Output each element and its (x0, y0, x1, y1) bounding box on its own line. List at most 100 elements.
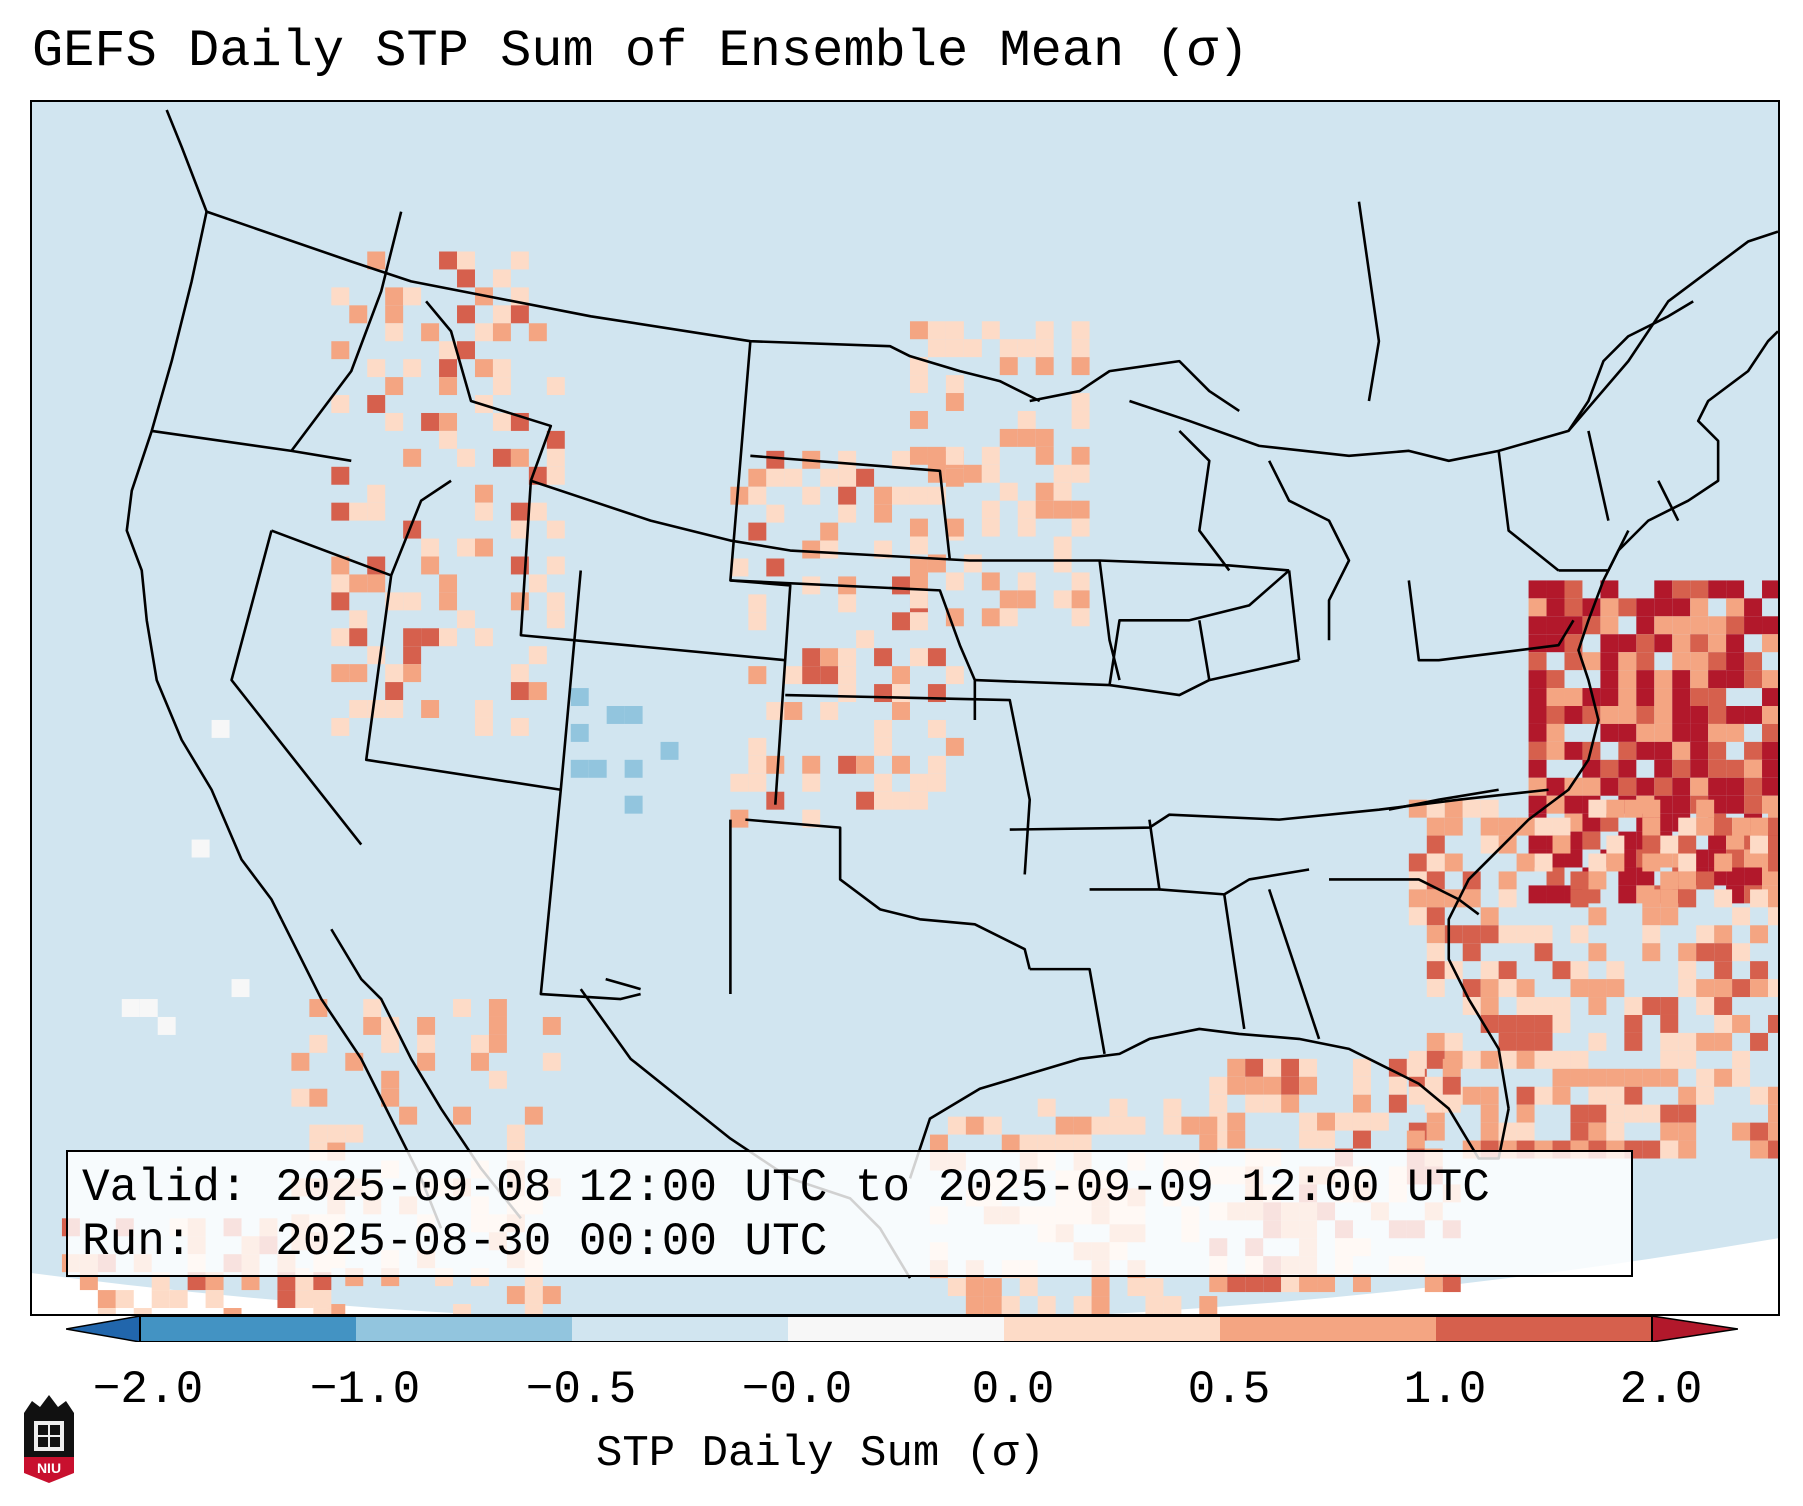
niu-logo (24, 1395, 74, 1483)
anomaly-cell (1528, 759, 1547, 778)
anomaly-cell (1570, 1068, 1589, 1087)
anomaly-cell (963, 339, 982, 358)
anomaly-cell (1071, 572, 1090, 591)
anomaly-cell (474, 700, 493, 718)
anomaly-cell (1708, 652, 1727, 671)
anomaly-cell (624, 759, 643, 778)
anomaly-cell (1690, 723, 1709, 742)
anomaly-cell (838, 666, 857, 685)
valid-time-range: 2025-09-08 12:00 UTC to 2025-09-09 12:00… (275, 1162, 1490, 1214)
anomaly-cell (660, 741, 679, 760)
anomaly-cell (1516, 997, 1535, 1015)
anomaly-cell (1528, 885, 1547, 904)
anomaly-cell (766, 450, 785, 469)
anomaly-cell (1624, 1086, 1643, 1105)
anomaly-cell (1678, 1050, 1697, 1069)
anomaly-cell (381, 1088, 400, 1107)
anomaly-cell (331, 717, 350, 736)
anomaly-cell (981, 464, 1000, 483)
colorbar-bin (1220, 1316, 1436, 1342)
anomaly-cell (909, 791, 928, 810)
anomaly-cell (363, 1016, 382, 1035)
anomaly-cell (1696, 1032, 1715, 1051)
anomaly-cell (1570, 1050, 1589, 1069)
anomaly-cell (1299, 1112, 1318, 1131)
anomaly-cell (1768, 1140, 1778, 1159)
anomaly-cell (820, 702, 839, 720)
anomaly-cell (838, 450, 857, 469)
anomaly-cell (1636, 688, 1655, 707)
anomaly-cell (1071, 321, 1090, 340)
anomaly-cell (856, 755, 875, 774)
anomaly-cell (1552, 961, 1571, 980)
anomaly-cell (1209, 1274, 1228, 1293)
anomaly-cell (367, 359, 386, 378)
anomaly-cell (945, 666, 964, 685)
anomaly-cell (1073, 1116, 1092, 1135)
anomaly-cell (1708, 688, 1727, 707)
anomaly-cell (492, 377, 511, 396)
anomaly-cell (381, 1034, 400, 1053)
anomaly-cell (1690, 688, 1709, 707)
anomaly-cell (97, 1308, 116, 1314)
anomaly-cell (1498, 1014, 1517, 1033)
anomaly-cell (1199, 1134, 1218, 1153)
anomaly-cell (892, 666, 910, 685)
anomaly-cell (965, 1296, 984, 1314)
anomaly-cell (506, 1124, 525, 1143)
anomaly-cell (1678, 835, 1697, 854)
anomaly-cell (1672, 598, 1691, 617)
anomaly-cell (367, 502, 386, 521)
anomaly-cell (1642, 817, 1661, 836)
anomaly-cell (421, 412, 440, 431)
anomaly-cell (439, 574, 458, 593)
anomaly-cell (474, 359, 493, 378)
anomaly-cell (1001, 1134, 1020, 1153)
anomaly-cell (1642, 835, 1661, 854)
anomaly-cell (927, 321, 946, 340)
anomaly-cell (510, 305, 529, 324)
anomaly-cell (1546, 741, 1565, 760)
anomaly-cell (1001, 1296, 1020, 1314)
anomaly-cell (1442, 1094, 1461, 1113)
anomaly-cell (1660, 835, 1679, 854)
anomaly-cell (1654, 706, 1673, 724)
anomaly-cell (1708, 741, 1727, 760)
anomaly-cell (1762, 741, 1778, 760)
anomaly-cell (291, 1052, 310, 1071)
anomaly-cell (909, 375, 928, 394)
anomaly-cell (1534, 817, 1553, 836)
anomaly-cell (1714, 961, 1733, 980)
anomaly-cell (1528, 652, 1547, 671)
anomaly-cell (981, 500, 1000, 519)
anomaly-cell (1696, 1068, 1715, 1087)
anomaly-cell (1053, 554, 1072, 573)
anomaly-cell (470, 1052, 489, 1071)
anomaly-cell (1127, 1116, 1146, 1135)
anomaly-cell (981, 321, 1000, 340)
anomaly-cell (1564, 598, 1583, 617)
anomaly-cell (909, 572, 928, 591)
anomaly-cell (1750, 1032, 1769, 1051)
anomaly-cell (909, 357, 928, 376)
colorbar-outline (139, 1316, 1653, 1342)
anomaly-cell (1714, 1068, 1733, 1087)
anomaly-cell (624, 706, 643, 724)
anomaly-cell (331, 395, 350, 413)
anomaly-cell (1714, 997, 1733, 1015)
anomaly-cell (1618, 634, 1637, 653)
anomaly-cell (802, 809, 821, 828)
anomaly-cell (1163, 1116, 1182, 1135)
anomaly-cell (1696, 997, 1715, 1015)
anomaly-cell (1352, 1274, 1371, 1293)
anomaly-cell (945, 468, 964, 487)
anomaly-cell (506, 1286, 525, 1305)
anomaly-cell (1588, 1068, 1607, 1087)
anomaly-cell (1636, 598, 1655, 617)
anomaly-cell (1406, 1130, 1425, 1149)
anomaly-cell (1618, 741, 1637, 760)
anomaly-cell (457, 448, 475, 467)
anomaly-cell (1462, 979, 1481, 998)
anomaly-cell (345, 1124, 364, 1143)
anomaly-cell (1498, 1122, 1517, 1141)
